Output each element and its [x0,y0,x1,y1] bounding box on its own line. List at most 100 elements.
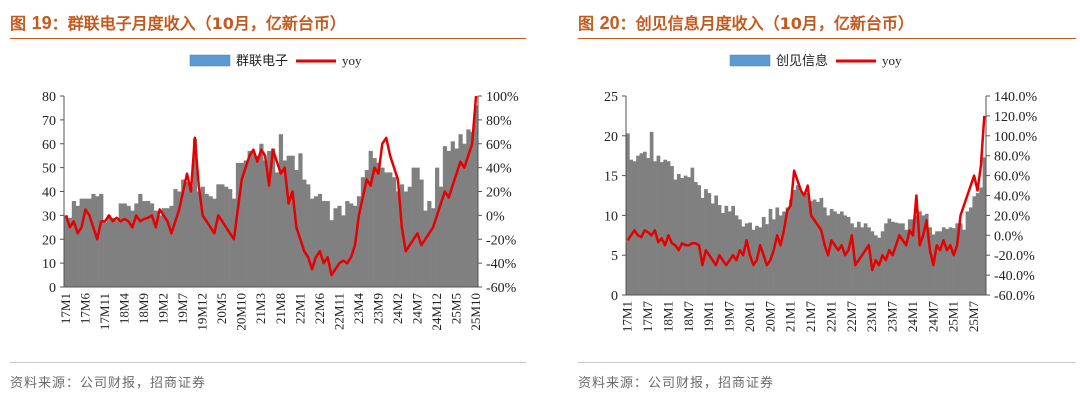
x-tick-label: 23M4 [351,293,366,325]
x-tick-label: 25M7 [966,301,981,333]
legend-label-revenue: 创见信息 [776,53,828,68]
bar [153,210,159,287]
bar [146,201,151,287]
bar [462,143,467,287]
bar [204,193,209,287]
bar [907,219,912,295]
y-right-tick-label: -60.0% [994,289,1035,304]
figure-title-text: ：创见信息月度收入（10月，亿新台币） [619,14,914,33]
bar [904,229,909,295]
bar [924,213,929,295]
yoy-line [64,95,478,277]
x-tick-label: 19M2 [156,293,171,324]
bar [177,191,182,287]
bar [724,205,729,295]
y-left-tick-label: 15 [604,170,618,185]
chart-19: 群联电子 yoy 0 10 20 30 40 50 60 70 80 -60% -40% -20% 0% 20… [42,53,519,331]
x-tick-label: 23M7 [885,301,900,333]
bar [259,143,264,287]
bar [216,184,221,287]
x-tick-label: 21M1 [783,301,798,332]
figure-title: 图 20：创见信息月度收入（10月，亿新台币） [578,10,1076,36]
bar [656,155,661,295]
bar [263,160,268,287]
bar [819,197,824,295]
bar [846,216,851,295]
bar [683,175,688,295]
bar [380,167,385,288]
bar [809,201,814,295]
bar [372,158,377,287]
x-tick-label: 19M12 [195,293,210,331]
bar [368,150,373,287]
bar [697,185,702,295]
bar [75,205,80,287]
y-left-tick-label: 5 [611,249,618,264]
bar [914,215,919,295]
bar [161,208,166,287]
yoy-line [626,115,986,272]
chart-20: 创见信息 yoy 0 5 10 15 20 25 -60.0% -40.0% -20.0% 0.0% 2… [604,53,1038,333]
legend-label-yoy: yoy [342,53,362,68]
y-right-tick-label: 0.0% [994,229,1024,244]
bar-series [64,105,479,288]
y-right-tick-label: 20.0% [994,209,1031,224]
bar [663,159,668,295]
x-tick-label: 20M7 [762,301,777,333]
bar [690,167,695,295]
y-right-tick-label: 20% [486,186,512,201]
source-note: 资料来源：公司财报，招商证券 [578,376,775,391]
y-left-tick-label: 0 [49,281,56,296]
source-divider [578,362,1076,363]
y-left-tick-label: 20 [604,130,618,145]
bar [731,205,735,295]
bar [962,229,966,295]
bar [446,150,451,287]
bar [975,193,980,295]
bar [734,215,739,295]
bar [306,184,311,287]
bar [941,227,946,295]
bar [130,210,135,287]
bar [286,155,291,287]
bar [220,184,225,287]
bar [87,198,92,287]
bar [251,153,256,287]
bar [789,199,793,295]
x-tick-label: 22M1 [824,301,839,332]
bar [224,186,229,287]
bar [717,205,722,295]
x-tick-label: 18M7 [681,301,696,333]
bar [653,161,657,295]
bar [806,193,810,295]
bar [235,162,241,287]
bar [680,177,685,295]
x-tick-label: 19M1 [701,301,716,332]
x-tick-label: 24M7 [410,293,425,325]
bar [666,161,671,295]
legend-label-yoy: yoy [882,53,902,68]
bar [403,191,408,287]
x-tick-label: 17M1 [58,293,73,324]
figure-19-panel: 图 19：群联电子月度收入（10月，亿新台币） 群联电子 yoy 0 10 20 30 40… [0,0,530,403]
bar [442,146,448,287]
y-right-tick-label: 60.0% [994,170,1031,185]
bar [356,196,362,287]
bar [310,198,315,287]
y-left-tick-label: 10 [42,257,56,272]
bar [255,155,260,287]
bar [836,213,841,295]
bar [778,215,783,295]
bar [200,186,205,287]
x-tick-label: 20M5 [214,293,229,324]
bar [792,189,797,295]
bar [395,191,401,287]
y-right-tick-label: 80.0% [994,150,1031,165]
figure-20-panel: 图 20：创见信息月度收入（10月，亿新台币） 创见信息 yoy 0 5 10 15 20 2… [568,0,1080,403]
bar [169,205,174,287]
bar [321,201,326,287]
bar [181,179,186,287]
bar [642,151,647,295]
bar [423,210,428,287]
bar [384,172,389,287]
